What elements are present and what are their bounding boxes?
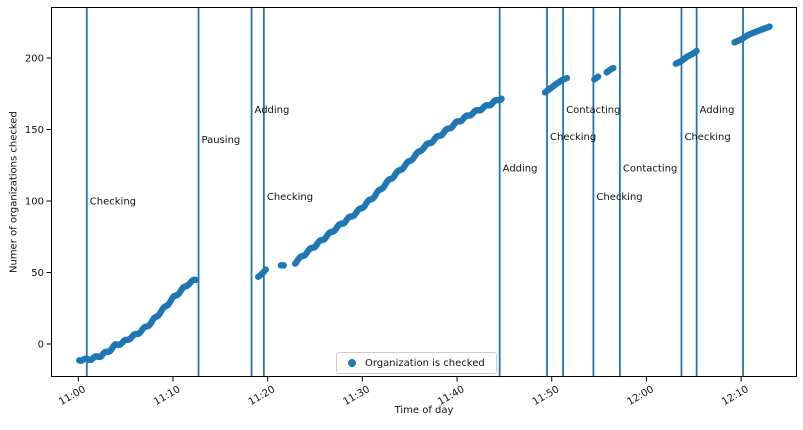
axes-spines bbox=[51, 7, 797, 377]
y-tick-label: 150 bbox=[25, 125, 44, 136]
legend-marker-dot bbox=[348, 359, 356, 367]
y-tick-label: 50 bbox=[31, 268, 44, 279]
event-label: Adding bbox=[503, 164, 538, 175]
event-label: Checking bbox=[267, 192, 313, 203]
y-tick-label: 100 bbox=[25, 197, 44, 208]
legend-label: Organization is checked bbox=[365, 357, 485, 369]
scatter-point bbox=[563, 74, 571, 82]
event-label: Adding bbox=[700, 105, 735, 116]
y-tick-label: 0 bbox=[38, 339, 44, 350]
event-label: Adding bbox=[255, 105, 290, 116]
legend: Organization is checked bbox=[336, 352, 497, 374]
event-label: Contacting bbox=[623, 164, 677, 175]
scatter-point bbox=[693, 47, 700, 55]
scatter-point bbox=[766, 23, 773, 30]
scatter-point bbox=[192, 276, 199, 284]
scatter-point bbox=[610, 64, 617, 72]
scatter-point bbox=[498, 95, 505, 102]
y-axis-title: Numer of organizations checked bbox=[8, 111, 20, 273]
scatter-point bbox=[594, 73, 602, 80]
event-label: Contacting bbox=[566, 105, 620, 116]
scatter-point bbox=[280, 262, 287, 269]
event-label: Pausing bbox=[202, 135, 241, 146]
x-axis-title: Time of day bbox=[394, 405, 454, 416]
event-label: Checking bbox=[596, 192, 642, 203]
event-label: Checking bbox=[550, 132, 596, 143]
y-tick-label: 200 bbox=[25, 54, 44, 65]
scatter-point bbox=[262, 266, 269, 273]
event-label: Checking bbox=[684, 132, 730, 143]
event-label: Checking bbox=[90, 197, 136, 208]
